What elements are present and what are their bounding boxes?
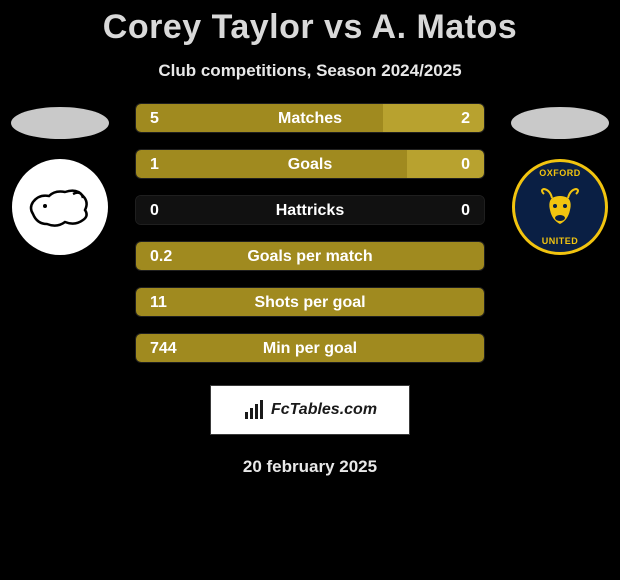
ox-head-icon: [538, 188, 582, 226]
left-player-column: [10, 103, 110, 255]
stat-row: 52Matches: [135, 103, 485, 133]
page-title: Corey Taylor vs A. Matos: [0, 0, 620, 47]
stat-value-right: 0: [461, 150, 470, 179]
bar-right-fill: [136, 196, 484, 224]
bar-right-fill: [407, 150, 484, 178]
bar-left-fill: [136, 242, 484, 270]
stat-value-right: 0: [461, 196, 470, 225]
stat-row: 10Goals: [135, 149, 485, 179]
bar-left-fill: [136, 104, 383, 132]
date-line: 20 february 2025: [0, 457, 620, 477]
stat-row: 744Min per goal: [135, 333, 485, 363]
stat-row: 11Shots per goal: [135, 287, 485, 317]
bar-left-fill: [136, 150, 407, 178]
player-photo-placeholder-left: [11, 107, 109, 139]
bar-left-fill: [136, 334, 484, 362]
stat-bars: 52Matches10Goals00Hattricks0.2Goals per …: [135, 103, 485, 363]
stat-value-left: 0.2: [150, 242, 172, 271]
stat-value-left: 1: [150, 150, 159, 179]
oxford-text-bottom: UNITED: [542, 236, 579, 246]
club-badge-left: [12, 159, 108, 255]
right-player-column: OXFORD UNITED: [510, 103, 610, 255]
comparison-widget: Corey Taylor vs A. Matos Club competitio…: [0, 0, 620, 580]
stat-value-right: 2: [461, 104, 470, 133]
bar-chart-icon: [243, 399, 265, 421]
stat-row: 0.2Goals per match: [135, 241, 485, 271]
main-area: OXFORD UNITED 52Matches10Goals00Hattrick…: [0, 103, 620, 363]
oxford-text-top: OXFORD: [539, 168, 581, 178]
fctables-watermark: FcTables.com: [210, 385, 410, 435]
stat-value-left: 744: [150, 334, 177, 363]
stat-value-left: 11: [150, 288, 167, 317]
player-photo-placeholder-right: [511, 107, 609, 139]
subtitle: Club competitions, Season 2024/2025: [0, 61, 620, 81]
club-badge-right: OXFORD UNITED: [512, 159, 608, 255]
stat-row: 00Hattricks: [135, 195, 485, 225]
fctables-label: FcTables.com: [271, 401, 377, 419]
stat-value-left: 5: [150, 104, 159, 133]
oxford-badge-inner: OXFORD UNITED: [515, 162, 605, 252]
stat-value-left: 0: [150, 196, 159, 225]
bar-left-fill: [136, 288, 484, 316]
ram-icon: [25, 184, 95, 230]
